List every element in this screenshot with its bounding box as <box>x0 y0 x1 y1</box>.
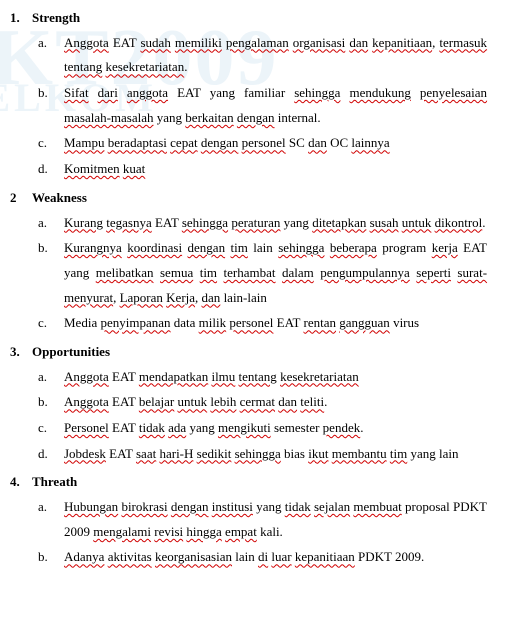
list-item: b.Sifat dari anggota EAT yang familiar s… <box>38 81 495 130</box>
item-list: a.Anggota EAT mendapatkan ilmu tentang k… <box>38 365 495 467</box>
list-item: a.Hubungan birokrasi dengan institusi ya… <box>38 495 495 544</box>
section: 4.Threatha.Hubungan birokrasi dengan ins… <box>10 470 495 570</box>
item-text: Hubungan birokrasi dengan institusi yang… <box>64 495 495 544</box>
item-letter: a. <box>38 31 64 56</box>
item-text: Komitmen kuat <box>64 157 495 182</box>
list-item: c.Media penyimpanan data milik personel … <box>38 311 495 336</box>
list-item: c.Mampu beradaptasi cepat dengan persone… <box>38 131 495 156</box>
item-letter: b. <box>38 81 64 106</box>
section-title: Threath <box>32 470 77 495</box>
section-number: 1. <box>10 6 32 31</box>
item-list: a.Kurang tegasnya EAT sehingga peraturan… <box>38 211 495 336</box>
list-item: a.Kurang tegasnya EAT sehingga peraturan… <box>38 211 495 236</box>
item-text: Mampu beradaptasi cepat dengan personel … <box>64 131 495 156</box>
section-number: 2 <box>10 186 32 211</box>
item-list: a.Hubungan birokrasi dengan institusi ya… <box>38 495 495 570</box>
item-text: Media penyimpanan data milik personel EA… <box>64 311 495 336</box>
swot-list: 1.Strengtha.Anggota EAT sudah memiliki p… <box>10 6 495 570</box>
item-letter: a. <box>38 495 64 520</box>
list-item: c.Personel EAT tidak ada yang mengikuti … <box>38 416 495 441</box>
item-letter: a. <box>38 365 64 390</box>
item-letter: c. <box>38 416 64 441</box>
item-text: Personel EAT tidak ada yang mengikuti se… <box>64 416 495 441</box>
item-letter: d. <box>38 157 64 182</box>
section-title: Weakness <box>32 186 87 211</box>
section-number: 4. <box>10 470 32 495</box>
item-letter: b. <box>38 390 64 415</box>
list-item: a.Anggota EAT sudah memiliki pengalaman … <box>38 31 495 80</box>
list-item: b.Kurangnya koordinasi dengan tim lain s… <box>38 236 495 310</box>
item-list: a.Anggota EAT sudah memiliki pengalaman … <box>38 31 495 182</box>
item-text: Adanya aktivitas keorganisasian lain di … <box>64 545 495 570</box>
list-item: b.Anggota EAT belajar untuk lebih cermat… <box>38 390 495 415</box>
item-letter: b. <box>38 545 64 570</box>
item-text: Kurangnya koordinasi dengan tim lain seh… <box>64 236 495 310</box>
section-title: Strength <box>32 6 80 31</box>
item-letter: b. <box>38 236 64 261</box>
list-item: b.Adanya aktivitas keorganisasian lain d… <box>38 545 495 570</box>
item-text: Anggota EAT sudah memiliki pengalaman or… <box>64 31 495 80</box>
item-text: Jobdesk EAT saat hari-H sedikit sehingga… <box>64 442 495 467</box>
list-item: a.Anggota EAT mendapatkan ilmu tentang k… <box>38 365 495 390</box>
section-title: Opportunities <box>32 340 110 365</box>
item-text: Anggota EAT belajar untuk lebih cermat d… <box>64 390 495 415</box>
section-number: 3. <box>10 340 32 365</box>
section: 2Weaknessa.Kurang tegasnya EAT sehingga … <box>10 186 495 336</box>
list-item: d.Jobdesk EAT saat hari-H sedikit sehing… <box>38 442 495 467</box>
item-letter: c. <box>38 131 64 156</box>
document-body: 1.Strengtha.Anggota EAT sudah memiliki p… <box>10 6 495 570</box>
item-text: Sifat dari anggota EAT yang familiar seh… <box>64 81 495 130</box>
item-letter: a. <box>38 211 64 236</box>
list-item: d.Komitmen kuat <box>38 157 495 182</box>
item-letter: d. <box>38 442 64 467</box>
section: 3.Opportunitiesa.Anggota EAT mendapatkan… <box>10 340 495 466</box>
item-letter: c. <box>38 311 64 336</box>
item-text: Anggota EAT mendapatkan ilmu tentang kes… <box>64 365 495 390</box>
item-text: Kurang tegasnya EAT sehingga peraturan y… <box>64 211 495 236</box>
section: 1.Strengtha.Anggota EAT sudah memiliki p… <box>10 6 495 182</box>
